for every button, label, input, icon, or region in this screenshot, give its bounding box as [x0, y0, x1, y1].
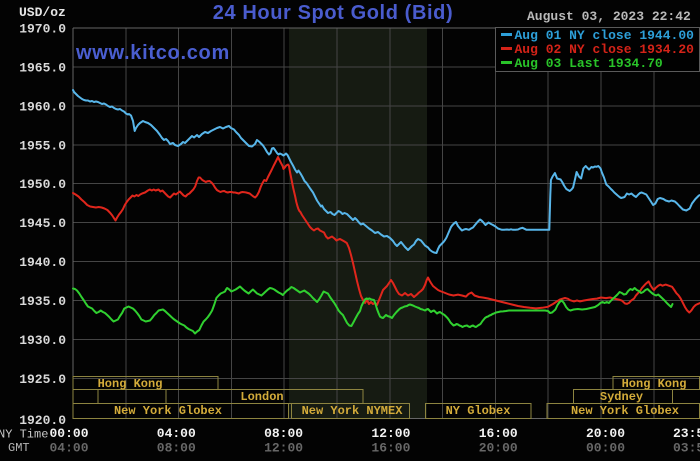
svg-text:Aug 02 NY close 1934.20: Aug 02 NY close 1934.20	[515, 42, 695, 57]
svg-text:16:00: 16:00	[371, 441, 410, 456]
svg-text:00:00: 00:00	[586, 441, 625, 456]
svg-text:USD/oz: USD/oz	[19, 5, 66, 20]
svg-text:www.kitco.com: www.kitco.com	[75, 42, 230, 64]
svg-text:08:00: 08:00	[264, 426, 303, 441]
svg-text:1920.0: 1920.0	[19, 413, 66, 428]
svg-text:1940.0: 1940.0	[19, 255, 66, 270]
svg-text:20:00: 20:00	[479, 441, 518, 456]
svg-text:New York NYMEX: New York NYMEX	[302, 404, 404, 418]
svg-text:Hong Kong: Hong Kong	[622, 377, 687, 391]
svg-text:London: London	[240, 390, 283, 404]
svg-text:20:00: 20:00	[586, 426, 625, 441]
svg-text:08:00: 08:00	[157, 441, 196, 456]
svg-text:1960.0: 1960.0	[19, 99, 66, 114]
svg-text:12:00: 12:00	[371, 426, 410, 441]
svg-text:12:00: 12:00	[264, 441, 303, 456]
svg-text:1950.0: 1950.0	[19, 177, 66, 192]
svg-text:00:00: 00:00	[49, 426, 88, 441]
svg-text:1955.0: 1955.0	[19, 138, 66, 153]
svg-text:04:00: 04:00	[49, 441, 88, 456]
svg-text:Sydney: Sydney	[600, 390, 643, 404]
svg-text:Hong Kong: Hong Kong	[98, 377, 163, 391]
svg-text:1930.0: 1930.0	[19, 333, 66, 348]
svg-text:03:59: 03:59	[673, 441, 700, 456]
svg-text:NY Time: NY Time	[0, 428, 48, 442]
svg-text:GMT: GMT	[8, 441, 30, 455]
svg-text:NY Globex: NY Globex	[446, 404, 511, 418]
svg-text:New York Globex: New York Globex	[571, 404, 679, 418]
svg-text:1965.0: 1965.0	[19, 60, 66, 75]
svg-text:16:00: 16:00	[479, 426, 518, 441]
svg-text:August 03, 2023 22:42: August 03, 2023 22:42	[527, 9, 691, 24]
svg-text:04:00: 04:00	[157, 426, 196, 441]
svg-text:Aug 03 Last 1934.70: Aug 03 Last 1934.70	[515, 56, 663, 71]
svg-text:1925.0: 1925.0	[19, 372, 66, 387]
svg-text:23:59: 23:59	[673, 426, 700, 441]
svg-text:New York Globex: New York Globex	[114, 404, 222, 418]
svg-text:1935.0: 1935.0	[19, 294, 66, 309]
svg-text:1970.0: 1970.0	[19, 22, 66, 37]
svg-text:Aug 01 NY close 1944.00: Aug 01 NY close 1944.00	[515, 28, 695, 43]
svg-text:1945.0: 1945.0	[19, 216, 66, 231]
svg-text:24 Hour Spot Gold (Bid): 24 Hour Spot Gold (Bid)	[213, 2, 453, 24]
